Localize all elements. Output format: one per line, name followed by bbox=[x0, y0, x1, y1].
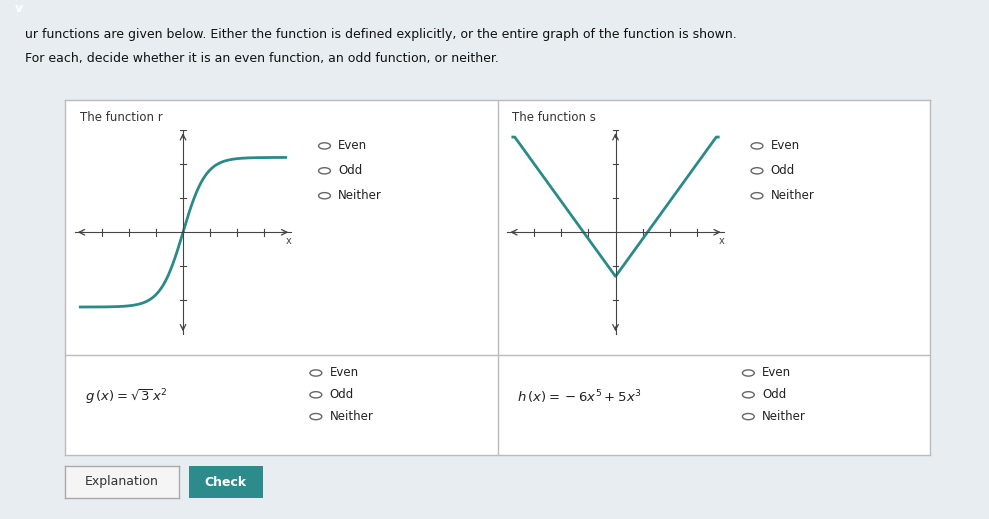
Text: Even: Even bbox=[763, 366, 791, 379]
Text: v: v bbox=[15, 3, 23, 16]
Text: Odd: Odd bbox=[329, 388, 354, 401]
Text: x: x bbox=[286, 236, 292, 246]
Text: The function s: The function s bbox=[512, 111, 596, 124]
Text: Check: Check bbox=[205, 475, 247, 488]
Text: Even: Even bbox=[329, 366, 359, 379]
Text: Odd: Odd bbox=[763, 388, 786, 401]
Text: For each, decide whether it is an even function, an odd function, or neither.: For each, decide whether it is an even f… bbox=[25, 52, 498, 65]
Text: ur functions are given below. Either the function is defined explicitly, or the : ur functions are given below. Either the… bbox=[25, 28, 737, 41]
Text: Even: Even bbox=[770, 140, 800, 153]
Text: Neither: Neither bbox=[338, 189, 382, 202]
Text: $h\,(x) = -6x^5 + 5x^3$: $h\,(x) = -6x^5 + 5x^3$ bbox=[517, 388, 642, 406]
Text: Even: Even bbox=[338, 140, 368, 153]
Text: The function r: The function r bbox=[80, 111, 162, 124]
Text: Neither: Neither bbox=[770, 189, 815, 202]
Text: x: x bbox=[718, 236, 724, 246]
Text: Explanation: Explanation bbox=[85, 475, 159, 488]
Text: $g\,(x) = \sqrt{3}\,x^2$: $g\,(x) = \sqrt{3}\,x^2$ bbox=[85, 388, 167, 407]
Text: Neither: Neither bbox=[329, 410, 374, 423]
Text: Odd: Odd bbox=[338, 165, 363, 177]
Text: Odd: Odd bbox=[770, 165, 795, 177]
Text: Neither: Neither bbox=[763, 410, 806, 423]
